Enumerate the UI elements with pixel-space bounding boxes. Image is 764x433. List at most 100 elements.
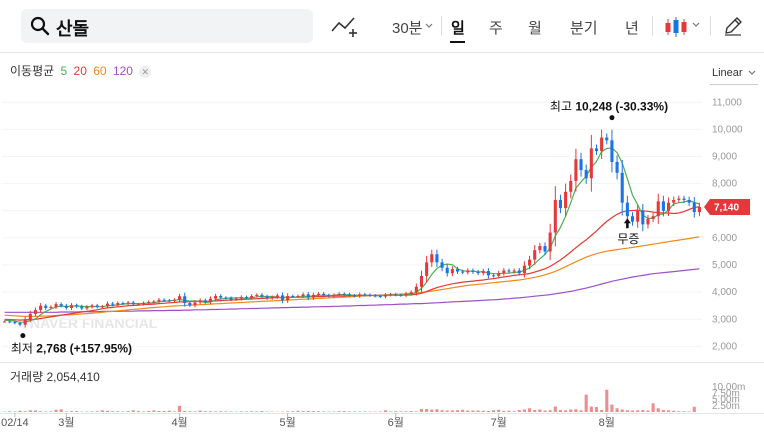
volume-bar[interactable] [414,411,418,412]
candle-body[interactable] [80,306,84,309]
candle-body[interactable] [90,305,94,307]
volume-bar[interactable] [440,410,444,412]
volume-bar[interactable] [39,411,43,412]
volume-bar[interactable] [296,410,300,412]
trendline-tool-icon[interactable] [330,14,358,38]
candle-body[interactable] [383,294,387,297]
volume-bar[interactable] [486,411,490,412]
candle-body[interactable] [327,295,331,297]
candle-body[interactable] [399,294,403,296]
search-input[interactable]: 산돌 [56,19,90,39]
volume-bar[interactable] [90,411,94,412]
candle-body[interactable] [260,294,264,297]
candle-body[interactable] [564,191,568,209]
candle-body[interactable] [430,254,434,263]
candle-body[interactable] [543,246,547,252]
candle-body[interactable] [64,305,68,308]
volume-bar[interactable] [178,405,182,412]
volume-bar[interactable] [641,410,645,412]
close-icon[interactable]: ✕ [139,65,152,78]
volume-bar[interactable] [162,411,166,412]
volume-bar[interactable] [682,411,686,412]
volume-bar[interactable] [353,411,357,412]
volume-bar[interactable] [492,410,496,412]
candle-body[interactable] [636,210,640,222]
volume-bar[interactable] [188,411,192,412]
candle-body[interactable] [630,216,635,222]
volume-bar[interactable] [28,410,32,412]
period-day[interactable]: 일 [451,20,465,37]
candle-body[interactable] [615,161,619,173]
candle-body[interactable] [291,295,295,297]
candle-body[interactable] [214,295,218,299]
candle-body[interactable] [8,321,12,323]
volume-bar[interactable] [203,411,207,412]
candlestick-type-icon[interactable] [664,16,688,38]
volume-bar[interactable] [23,411,27,412]
volume-bar[interactable] [661,410,665,412]
volume-bar[interactable] [636,410,640,412]
candle-body[interactable] [538,246,542,251]
candle-body[interactable] [445,267,449,274]
candle-body[interactable] [69,305,74,308]
candle-body[interactable] [265,296,269,299]
candle-body[interactable] [651,216,655,219]
candle-body[interactable] [28,313,32,320]
volume-bar[interactable] [224,411,228,412]
volume-bar[interactable] [394,411,398,412]
volume-bar[interactable] [255,411,259,412]
candle-body[interactable] [492,275,496,277]
volume-bar[interactable] [95,411,99,412]
candle-body[interactable] [481,271,485,274]
candle-body[interactable] [301,294,305,296]
volume-bar[interactable] [512,411,516,412]
volume-bar[interactable] [383,410,387,412]
candle-body[interactable] [687,199,691,203]
candle-body[interactable] [234,298,238,300]
candle-body[interactable] [59,304,63,306]
candle-body[interactable] [569,180,573,192]
candle-body[interactable] [152,301,156,303]
volume-bar[interactable] [574,409,578,412]
candle-body[interactable] [250,295,254,298]
candle-body[interactable] [255,294,259,296]
candle-body[interactable] [100,306,104,308]
candle-body[interactable] [275,295,279,298]
volume-bar[interactable] [620,409,624,412]
candle-body[interactable] [44,305,48,308]
candle-body[interactable] [183,296,187,304]
candle-body[interactable] [512,270,516,272]
volume-bar[interactable] [167,410,171,412]
volume-bar[interactable] [419,409,424,412]
candle-body[interactable] [620,172,624,203]
candle-body[interactable] [404,293,408,296]
volume-bar[interactable] [18,410,22,412]
candle-body[interactable] [311,294,315,298]
candle-body[interactable] [75,305,79,307]
volume-bar[interactable] [409,411,413,412]
candle-body[interactable] [667,202,671,211]
candle-body[interactable] [296,295,300,297]
candle-body[interactable] [270,297,274,299]
volume-bar[interactable] [250,411,254,412]
ma-legend[interactable]: 이동평균 5 20 60 120 ✕ [10,62,154,79]
candle-body[interactable] [95,305,99,307]
candle-body[interactable] [18,323,22,325]
candle-body[interactable] [548,232,552,252]
candle-body[interactable] [203,300,207,302]
candle-body[interactable] [157,299,161,302]
volume-bar[interactable] [49,411,53,412]
candle-body[interactable] [353,295,357,297]
volume-bar[interactable] [543,410,547,412]
candle-body[interactable] [3,321,7,323]
volume-bar[interactable] [157,411,161,412]
candle-body[interactable] [605,137,609,141]
volume-bar[interactable] [646,410,650,412]
candle-body[interactable] [178,296,182,300]
candle-body[interactable] [553,199,557,233]
candle-body[interactable] [198,300,202,303]
candle-body[interactable] [466,270,470,273]
candle-body[interactable] [363,294,367,296]
period-week[interactable]: 주 [489,20,503,37]
candle-body[interactable] [394,294,398,296]
